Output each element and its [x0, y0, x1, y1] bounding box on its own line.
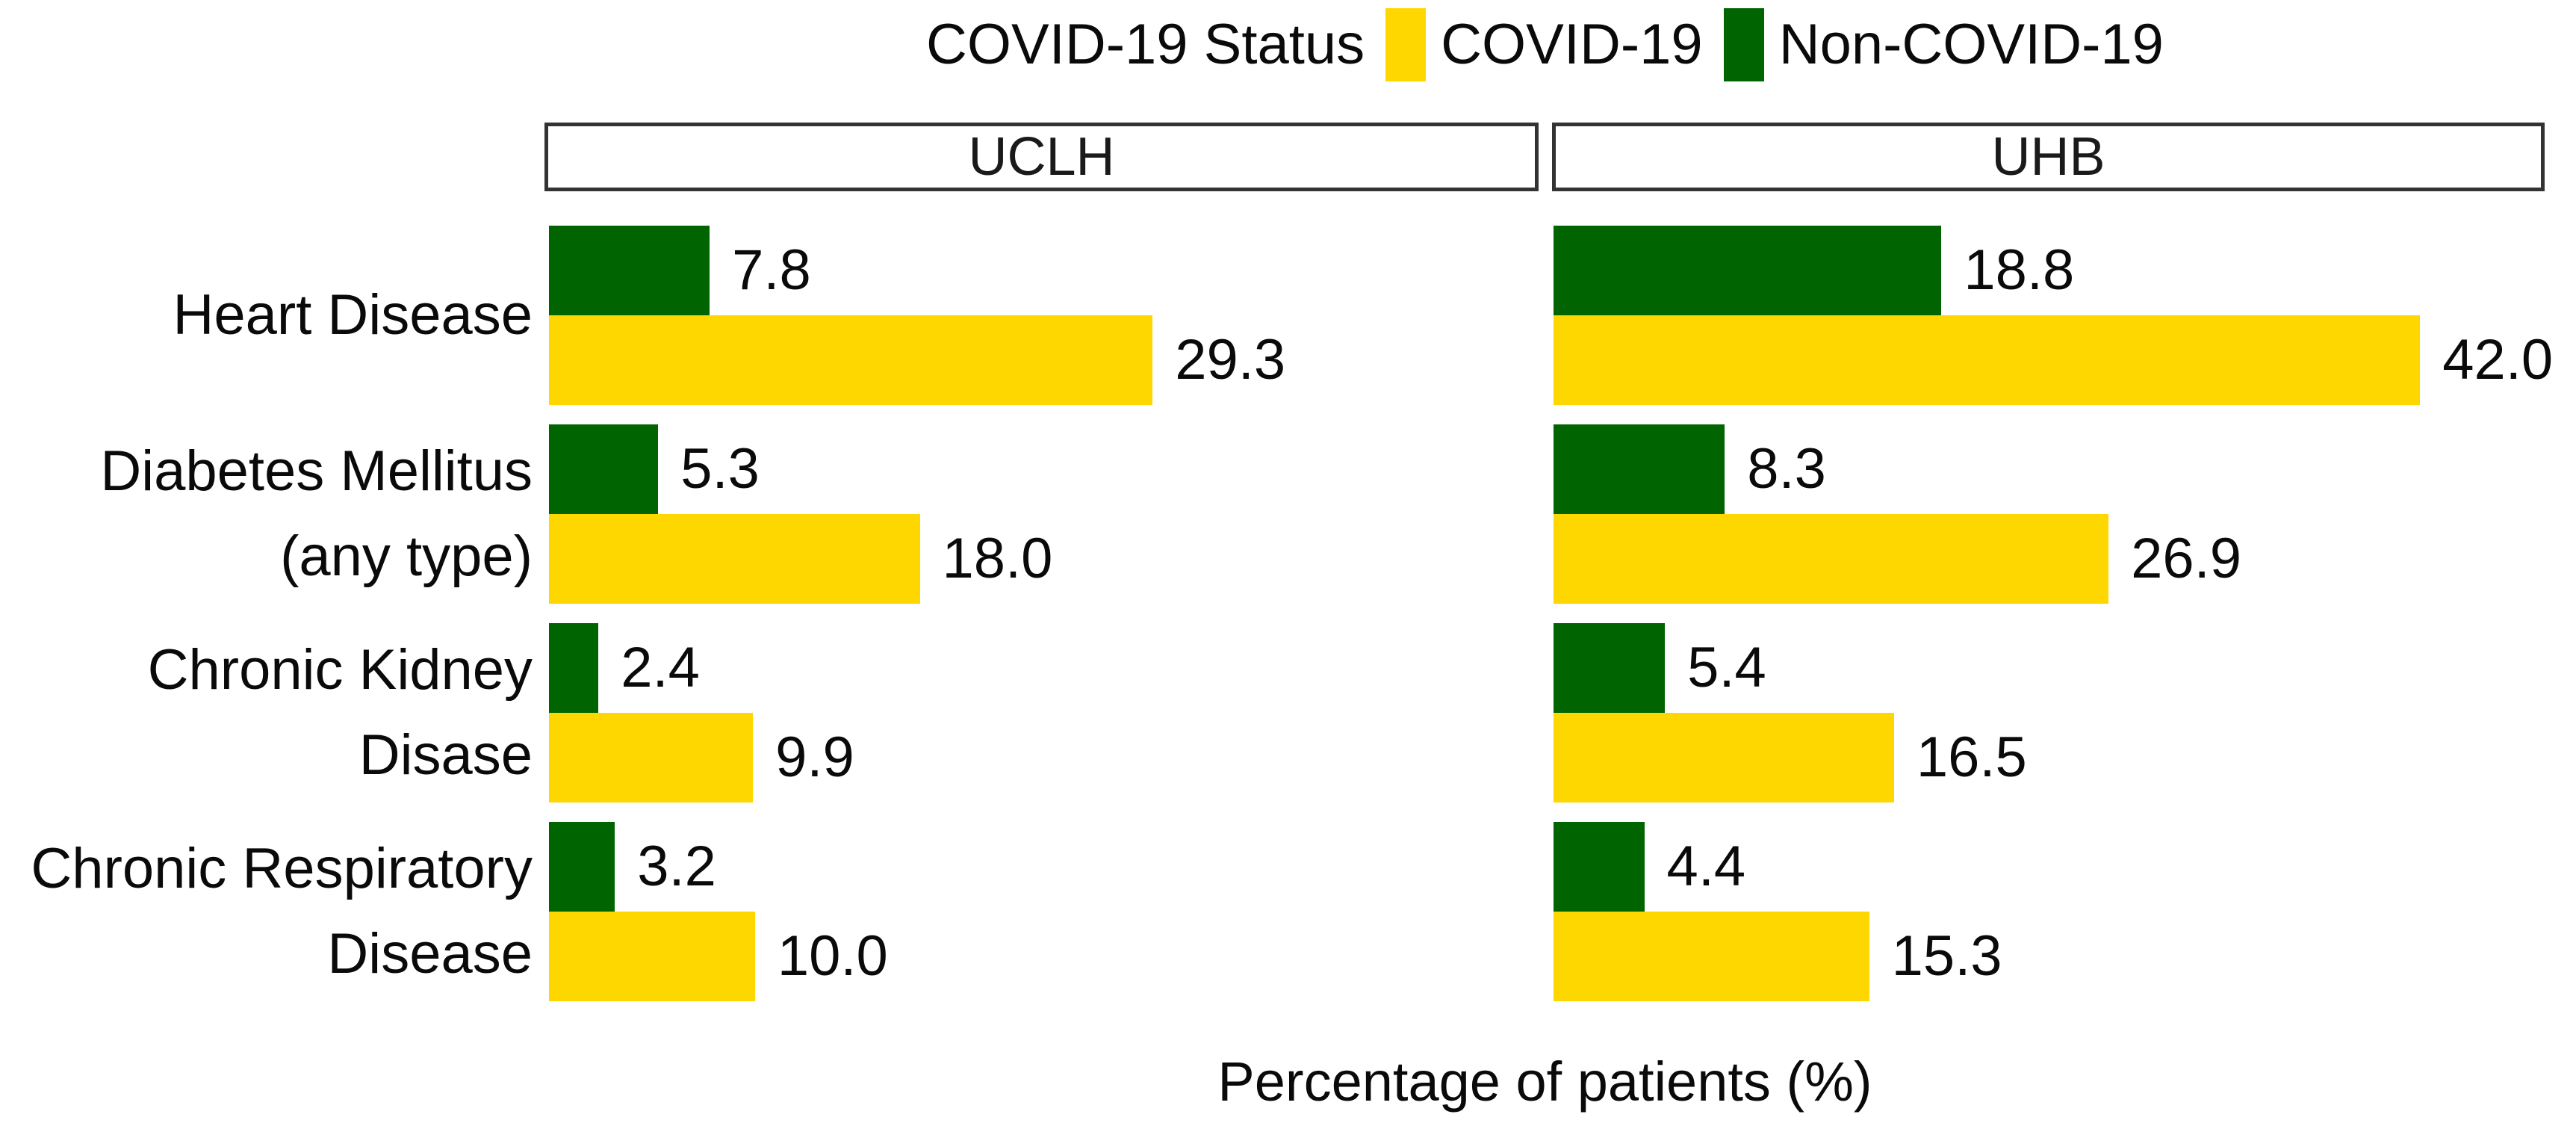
category-axis: Heart Disease Diabetes Mellitus (any type)… [0, 226, 533, 1001]
category-label-line: Heart Disease [173, 283, 533, 347]
category-label-line: Disase [359, 723, 533, 787]
legend-item-covid: COVID-19 [1385, 8, 1703, 81]
bar-row: 15.3 [1554, 912, 2544, 1001]
bar-row: 18.0 [549, 514, 1538, 604]
bar-value-label: 16.5 [1916, 726, 2027, 789]
bar-row: 2.4 [549, 623, 1538, 713]
facet-header-uhb: UHB [1552, 123, 2545, 191]
category-label-line: Disease [327, 922, 533, 986]
bar-group-diabetes-mellitus-any-type: 5.3 18.0 [549, 424, 1538, 604]
bar-uclh-heart-disease-covid-19 [549, 315, 1153, 405]
bar-row: 9.9 [549, 713, 1538, 802]
bar-uhb-chronic-kidney-disase-covid-19 [1554, 713, 1894, 802]
bar-uclh-diabetes-mellitus-any-type-covid-19 [549, 514, 920, 604]
bar-uhb-chronic-kidney-disase-non-covid-19 [1554, 623, 1666, 713]
non-covid-swatch-icon [1723, 8, 1764, 81]
bar-row: 29.3 [549, 315, 1538, 405]
facet-header-uclh: UCLH [544, 123, 1539, 191]
legend-title: COVID-19 Status [926, 13, 1365, 76]
bar-row: 4.4 [1554, 822, 2544, 912]
bar-row: 5.4 [1554, 623, 2544, 713]
bar-row: 26.9 [1554, 514, 2544, 604]
bar-value-label: 42.0 [2442, 328, 2554, 392]
bar-uhb-heart-disease-covid-19 [1554, 315, 2421, 405]
bar-uclh-chronic-respiratory-disease-covid-19 [549, 912, 755, 1001]
bar-uclh-chronic-kidney-disase-non-covid-19 [549, 623, 599, 713]
bar-row: 3.2 [549, 822, 1538, 912]
bar-uhb-heart-disease-non-covid-19 [1554, 226, 1942, 315]
bar-uclh-chronic-kidney-disase-covid-19 [549, 713, 754, 802]
bar-uclh-chronic-respiratory-disease-non-covid-19 [549, 822, 615, 912]
bar-value-label: 5.4 [1687, 636, 1766, 699]
bar-row: 8.3 [1554, 424, 2544, 514]
bar-uhb-chronic-respiratory-disease-non-covid-19 [1554, 822, 1645, 912]
bar-uclh-diabetes-mellitus-any-type-non-covid-19 [549, 424, 659, 514]
facet-panel-uclh: 7.8 29.3 5.3 18.0 2.4 9.9 3.2 10.0 [549, 226, 1538, 1001]
category-label-diabetes-mellitus-any-type: Diabetes Mellitus (any type) [0, 424, 533, 604]
bar-group-chronic-kidney-disase: 2.4 9.9 [549, 623, 1538, 802]
legend-label-covid: COVID-19 [1441, 13, 1703, 76]
bar-row: 7.8 [549, 226, 1538, 315]
bar-value-label: 18.0 [942, 527, 1053, 590]
bar-row: 42.0 [1554, 315, 2553, 405]
category-label-chronic-respiratory-disease: Chronic Respiratory Disease [0, 822, 533, 1001]
x-axis-title: Percentage of patients (%) [1217, 1051, 1872, 1113]
bar-uhb-diabetes-mellitus-any-type-covid-19 [1554, 514, 2109, 604]
bar-group-chronic-kidney-disase: 5.4 16.5 [1554, 623, 2544, 802]
bar-group-chronic-respiratory-disease: 3.2 10.0 [549, 822, 1538, 1001]
bar-row: 18.8 [1554, 226, 2544, 315]
legend-label-non-covid: Non-COVID-19 [1778, 13, 2164, 76]
category-label-line: (any type) [280, 525, 533, 588]
bar-value-label: 29.3 [1175, 328, 1286, 392]
bar-value-label: 4.4 [1666, 835, 1746, 898]
bar-value-label: 9.9 [775, 726, 854, 789]
bar-group-diabetes-mellitus-any-type: 8.3 26.9 [1554, 424, 2544, 604]
bar-row: 10.0 [549, 912, 1538, 1001]
facet-panel-uhb: 18.8 42.0 8.3 26.9 5.4 16.5 4.4 15.3 [1554, 226, 2553, 1001]
category-label-line: Chronic Respiratory [31, 837, 533, 900]
category-label-line: Diabetes Mellitus [100, 439, 533, 503]
bar-uhb-diabetes-mellitus-any-type-non-covid-19 [1554, 424, 1725, 514]
bar-group-heart-disease: 18.8 42.0 [1554, 226, 2553, 405]
bar-row: 16.5 [1554, 713, 2544, 802]
covid-swatch-icon [1385, 8, 1427, 81]
bar-value-label: 5.3 [680, 437, 760, 501]
bar-value-label: 10.0 [777, 924, 888, 988]
legend: COVID-19 Status COVID-19 Non-COVID-19 [546, 4, 2544, 85]
bar-value-label: 7.8 [732, 238, 811, 302]
bar-value-label: 18.8 [1964, 238, 2075, 302]
bar-uhb-chronic-respiratory-disease-covid-19 [1554, 912, 1869, 1001]
bar-value-label: 15.3 [1891, 924, 2002, 988]
bar-value-label: 3.2 [637, 835, 716, 898]
bar-row: 5.3 [549, 424, 1538, 514]
bar-group-chronic-respiratory-disease: 4.4 15.3 [1554, 822, 2544, 1001]
bar-value-label: 26.9 [2131, 527, 2242, 590]
category-label-heart-disease: Heart Disease [0, 226, 533, 405]
bar-group-heart-disease: 7.8 29.3 [549, 226, 1538, 405]
category-label-chronic-kidney-disase: Chronic Kidney Disase [0, 623, 533, 802]
category-label-line: Chronic Kidney [147, 638, 533, 702]
bar-value-label: 8.3 [1747, 437, 1826, 501]
legend-item-non-covid: Non-COVID-19 [1723, 8, 2164, 81]
bar-value-label: 2.4 [621, 636, 700, 699]
bar-uclh-heart-disease-non-covid-19 [549, 226, 710, 315]
